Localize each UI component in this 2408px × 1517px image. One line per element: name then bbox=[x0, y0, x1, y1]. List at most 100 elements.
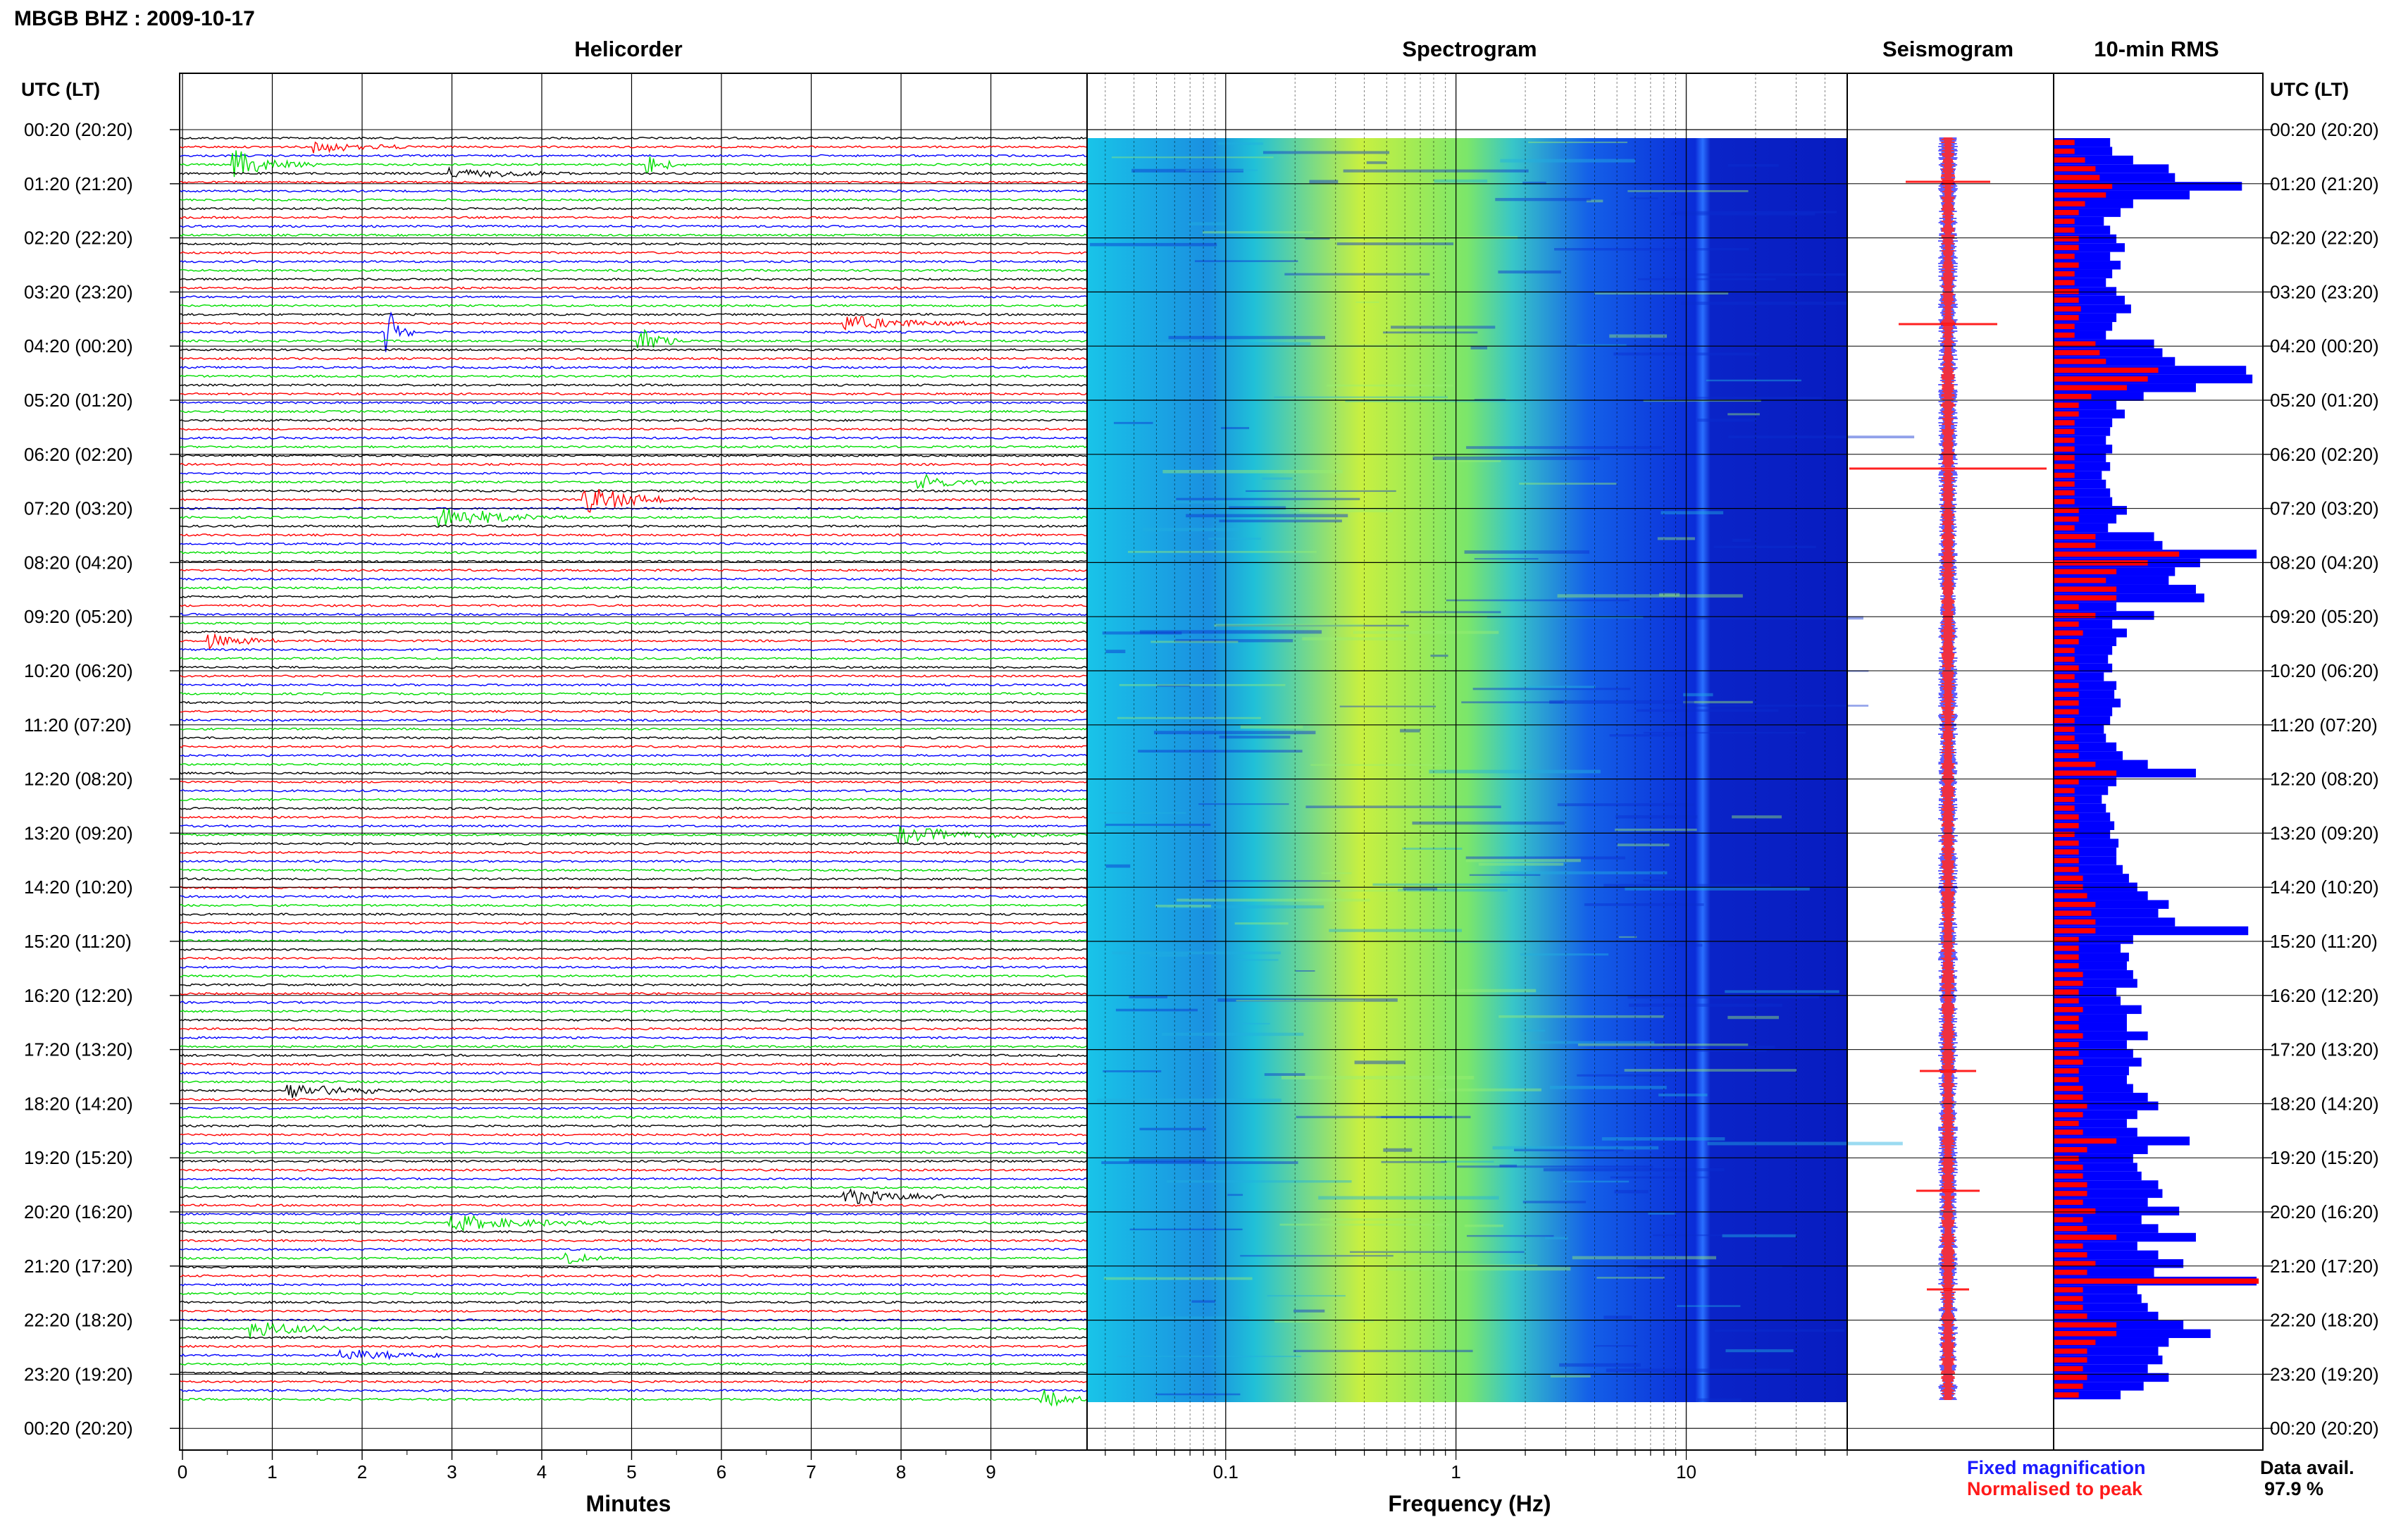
spectrogram-streak bbox=[1262, 477, 1293, 480]
spectrogram-streak bbox=[1563, 1180, 1630, 1183]
helicorder-trace bbox=[179, 150, 1087, 178]
helicorder-trace bbox=[179, 1336, 1087, 1339]
panel-frame-3 bbox=[2053, 73, 2264, 1451]
spectrogram-streak bbox=[1683, 693, 1713, 697]
helicorder-trace bbox=[179, 806, 1087, 810]
spectrogram-streak bbox=[1349, 1251, 1525, 1253]
spectrogram-streak bbox=[1381, 1160, 1447, 1163]
spectrogram-streak bbox=[1657, 537, 1695, 540]
helicorder-trace bbox=[179, 718, 1087, 722]
frequency-tick-label: 10 bbox=[1676, 1461, 1696, 1482]
spectrogram-streak bbox=[1343, 169, 1529, 173]
spectrogram-streak bbox=[1246, 490, 1396, 493]
spectrogram-streak bbox=[1464, 1224, 1503, 1227]
spectrogram-streak bbox=[1465, 858, 1581, 862]
spectrogram-streak bbox=[1432, 460, 1501, 462]
helicorder-trace bbox=[179, 683, 1087, 687]
rms-bar-normalised bbox=[2054, 788, 2075, 793]
time-label-left: 08:20 (04:20) bbox=[24, 552, 133, 573]
helicorder-trace bbox=[179, 473, 1087, 490]
spectrogram-streak bbox=[1309, 180, 1339, 184]
helicorder-trace bbox=[179, 1053, 1087, 1058]
rms-bar-normalised bbox=[2054, 516, 2079, 522]
rms-bar-normalised bbox=[2054, 753, 2079, 759]
rms-bar-normalised bbox=[2054, 472, 2075, 478]
helicorder-trace bbox=[179, 427, 1087, 431]
helicorder-trace bbox=[179, 674, 1087, 678]
spectrogram-streak bbox=[1177, 898, 1370, 902]
spectrogram-streak bbox=[1189, 222, 1227, 225]
helicorder-trace bbox=[179, 286, 1087, 290]
rms-bar-normalised bbox=[2054, 962, 2079, 969]
helicorder-trace bbox=[179, 1292, 1087, 1296]
spectrogram-streak bbox=[1162, 469, 1343, 473]
spectrogram-streak bbox=[1498, 1015, 1664, 1018]
spectrogram-streak bbox=[1637, 278, 1776, 280]
spectrogram-streak bbox=[1175, 639, 1293, 643]
spectrogram-streak bbox=[1241, 1022, 1270, 1024]
helicorder-trace bbox=[179, 1188, 1087, 1205]
helicorder-trace bbox=[179, 826, 1087, 844]
spectrogram-streak bbox=[1615, 815, 1698, 819]
spectrogram-streak bbox=[1470, 345, 1488, 349]
spectrogram-streak bbox=[1262, 151, 1390, 154]
spectrogram-streak bbox=[1105, 864, 1131, 868]
spectrogram-streak bbox=[1467, 1234, 1554, 1237]
helicorder-trace bbox=[179, 1362, 1087, 1366]
time-label-left: 01:20 (21:20) bbox=[24, 173, 133, 194]
spectrogram-streak bbox=[1594, 1345, 1638, 1347]
spectrogram-streak bbox=[1336, 242, 1454, 246]
helicorder-trace bbox=[179, 815, 1087, 819]
time-label-left: 11:20 (07:20) bbox=[24, 714, 132, 736]
spectrogram-streak bbox=[1469, 874, 1541, 877]
time-label-right: 22:20 (18:20) bbox=[2270, 1310, 2379, 1331]
rms-bar-normalised bbox=[2054, 464, 2075, 469]
panel-frame-2 bbox=[1847, 73, 2054, 1451]
spectrogram-streak bbox=[1670, 213, 1816, 216]
rms-bar-normalised bbox=[2054, 446, 2075, 452]
spectrogram-streak bbox=[1117, 1356, 1302, 1358]
helicorder-trace bbox=[179, 903, 1087, 908]
minute-tick-label: 8 bbox=[896, 1461, 906, 1482]
helicorder-trace bbox=[179, 392, 1087, 396]
helicorder-trace bbox=[179, 1371, 1087, 1375]
helicorder-trace bbox=[179, 1323, 1087, 1338]
rms-bar-normalised bbox=[2054, 551, 2180, 557]
spectrogram-streak bbox=[1618, 936, 1637, 938]
rms-bar-normalised bbox=[2054, 1094, 2083, 1100]
spectrogram-streak bbox=[1609, 334, 1667, 338]
spectrogram-streak bbox=[1682, 705, 1869, 707]
rms-bar-normalised bbox=[2054, 1199, 2083, 1206]
helicorder-trace bbox=[179, 1080, 1087, 1084]
spectrogram-streak bbox=[1090, 242, 1217, 247]
helicorder-trace bbox=[179, 1282, 1087, 1287]
spectrogram-streak bbox=[1676, 1305, 1741, 1307]
helicorder-trace bbox=[179, 850, 1087, 855]
spectrogram-streak bbox=[1661, 511, 1724, 514]
rms-bar-normalised bbox=[2054, 1304, 2083, 1311]
helicorder-trace bbox=[179, 1133, 1087, 1137]
helicorder-trace bbox=[179, 1203, 1087, 1207]
minute-tick-label: 6 bbox=[716, 1461, 726, 1482]
spectrogram-streak bbox=[1162, 1032, 1304, 1036]
spectrogram-streak bbox=[1522, 1201, 1587, 1203]
spectrogram-streak bbox=[1727, 163, 1779, 167]
rms-bar-normalised bbox=[2054, 893, 2087, 898]
spectrogram-streak bbox=[1296, 1115, 1471, 1119]
spectrogram-streak bbox=[1320, 1218, 1419, 1221]
spectrogram-streak bbox=[1572, 1256, 1717, 1260]
time-label-left: 12:20 (08:20) bbox=[24, 769, 133, 790]
helicorder-trace bbox=[179, 736, 1087, 740]
rms-bar-normalised bbox=[2054, 1059, 2083, 1065]
spectrogram-streak bbox=[1554, 248, 1749, 251]
helicorder-trace bbox=[179, 798, 1087, 802]
helicorder-trace bbox=[179, 1168, 1087, 1172]
helicorder-trace bbox=[179, 277, 1087, 281]
helicorder-trace bbox=[179, 189, 1087, 193]
time-label-right: 14:20 (10:20) bbox=[2270, 877, 2379, 898]
helicorder-trace bbox=[179, 198, 1087, 202]
rms-bar-normalised bbox=[2054, 1348, 2087, 1354]
time-label-right: 08:20 (04:20) bbox=[2270, 552, 2379, 573]
helicorder-trace bbox=[179, 700, 1087, 705]
spectrogram-streak bbox=[1217, 998, 1398, 1002]
